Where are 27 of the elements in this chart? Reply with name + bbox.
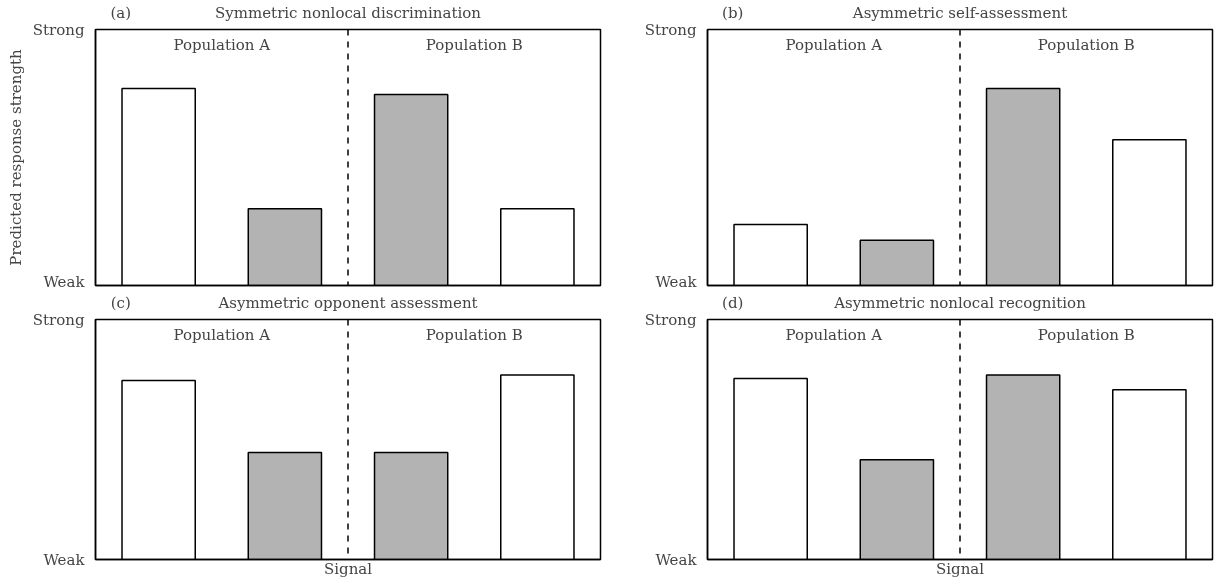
x-tick-label: Population B: [425, 325, 523, 344]
text: Strong: [32, 20, 85, 39]
chart-title: Asymmetric opponent assessment: [217, 293, 478, 312]
text: Weak: [655, 550, 698, 569]
text: Weak: [655, 272, 698, 291]
x-tick-label: Population A: [785, 325, 883, 344]
text: Strong: [644, 20, 697, 39]
text: (b): [722, 3, 744, 22]
y-axis-title: Predicted response strength: [6, 49, 25, 266]
chart-title: Asymmetric self-assessment: [851, 3, 1068, 22]
chart-title: Symmetric nonlocal discrimination: [215, 3, 482, 22]
x-tick-label: Population A: [785, 35, 883, 54]
text: (a): [110, 3, 132, 22]
text: (c): [110, 293, 131, 312]
text: Weak: [43, 272, 86, 291]
x-tick-label: Population B: [425, 35, 523, 54]
x-tick-label: Population A: [173, 325, 271, 344]
x-axis-title: Signal: [935, 559, 985, 578]
chart-title: Asymmetric nonlocal recognition: [833, 293, 1087, 312]
x-axis-title: Signal: [323, 559, 373, 578]
x-tick-label: Population B: [1037, 35, 1135, 54]
text: Strong: [644, 310, 697, 329]
text: Strong: [32, 310, 85, 329]
x-tick-label: Population B: [1037, 325, 1135, 344]
text: Weak: [43, 550, 86, 569]
text: (d): [722, 293, 744, 312]
x-tick-label: Population A: [173, 35, 271, 54]
